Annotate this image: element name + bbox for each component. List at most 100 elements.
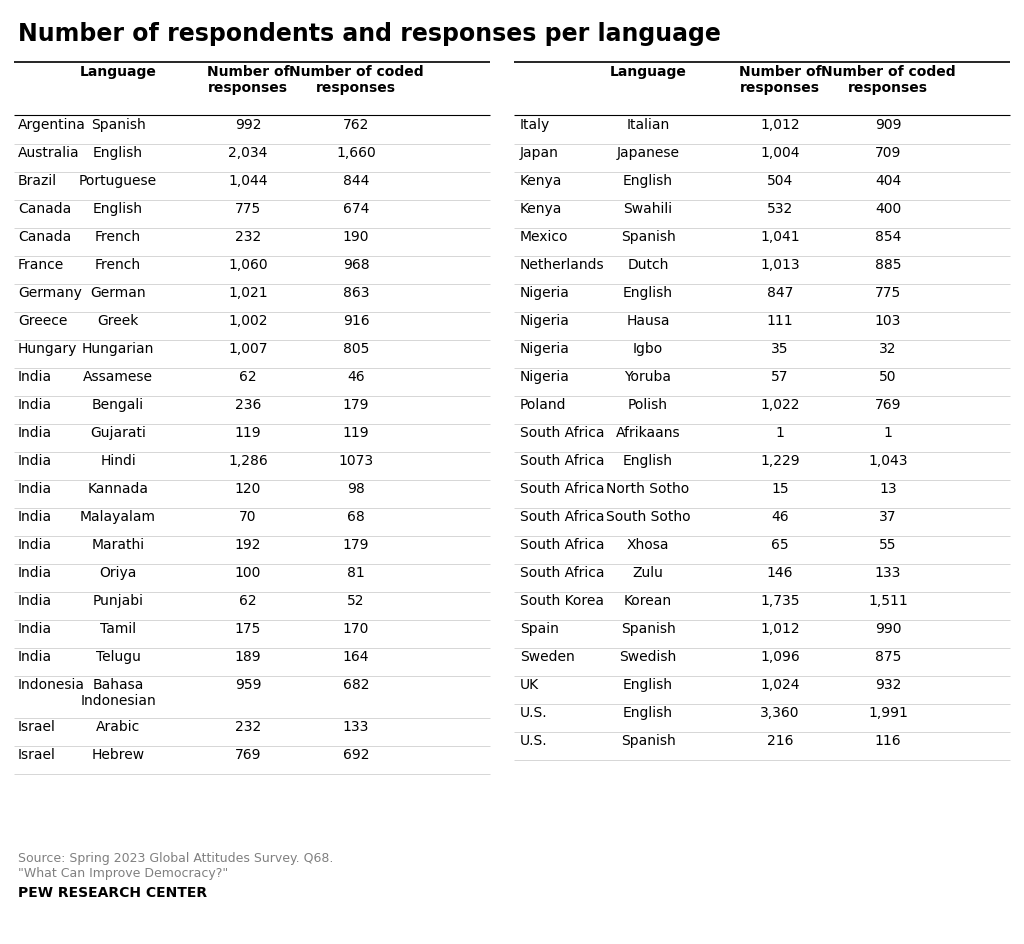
Text: 2,034: 2,034 xyxy=(228,146,267,160)
Text: India: India xyxy=(18,622,52,636)
Text: UK: UK xyxy=(520,678,539,692)
Text: 504: 504 xyxy=(767,174,794,188)
Text: India: India xyxy=(18,482,52,496)
Text: Punjabi: Punjabi xyxy=(92,594,143,608)
Text: Hebrew: Hebrew xyxy=(91,748,144,762)
Text: 1,096: 1,096 xyxy=(760,650,800,664)
Text: 775: 775 xyxy=(234,202,261,216)
Text: 15: 15 xyxy=(771,482,788,496)
Text: Poland: Poland xyxy=(520,398,566,412)
Text: 682: 682 xyxy=(343,678,370,692)
Text: 1,007: 1,007 xyxy=(228,342,267,356)
Text: Nigeria: Nigeria xyxy=(520,286,570,300)
Text: 1,024: 1,024 xyxy=(760,678,800,692)
Text: 674: 674 xyxy=(343,202,370,216)
Text: Gujarati: Gujarati xyxy=(90,426,146,440)
Text: Bahasa
Indonesian: Bahasa Indonesian xyxy=(80,678,156,708)
Text: India: India xyxy=(18,510,52,524)
Text: 46: 46 xyxy=(771,510,788,524)
Text: French: French xyxy=(95,258,141,272)
Text: U.S.: U.S. xyxy=(520,706,548,720)
Text: 3,360: 3,360 xyxy=(760,706,800,720)
Text: 1,013: 1,013 xyxy=(760,258,800,272)
Text: 111: 111 xyxy=(767,314,794,328)
Text: 119: 119 xyxy=(343,426,370,440)
Text: France: France xyxy=(18,258,65,272)
Text: 37: 37 xyxy=(880,510,897,524)
Text: 119: 119 xyxy=(234,426,261,440)
Text: 769: 769 xyxy=(234,748,261,762)
Text: 854: 854 xyxy=(874,230,901,244)
Text: 532: 532 xyxy=(767,202,794,216)
Text: Yoruba: Yoruba xyxy=(625,370,672,384)
Text: 133: 133 xyxy=(874,566,901,580)
Text: Tamil: Tamil xyxy=(100,622,136,636)
Text: 32: 32 xyxy=(880,342,897,356)
Text: 170: 170 xyxy=(343,622,370,636)
Text: Japan: Japan xyxy=(520,146,559,160)
Text: 775: 775 xyxy=(874,286,901,300)
Text: Germany: Germany xyxy=(18,286,82,300)
Text: Israel: Israel xyxy=(18,720,56,734)
Text: Canada: Canada xyxy=(18,202,72,216)
Text: 192: 192 xyxy=(234,538,261,552)
Text: Greece: Greece xyxy=(18,314,68,328)
Text: U.S.: U.S. xyxy=(520,734,548,748)
Text: Spanish: Spanish xyxy=(621,230,676,244)
Text: 1,229: 1,229 xyxy=(760,454,800,468)
Text: Korean: Korean xyxy=(624,594,672,608)
Text: South Sotho: South Sotho xyxy=(605,510,690,524)
Text: 909: 909 xyxy=(874,118,901,132)
Text: 1,044: 1,044 xyxy=(228,174,267,188)
Text: 1,012: 1,012 xyxy=(760,622,800,636)
Text: India: India xyxy=(18,594,52,608)
Text: Canada: Canada xyxy=(18,230,72,244)
Text: Australia: Australia xyxy=(18,146,80,160)
Text: South Africa: South Africa xyxy=(520,566,604,580)
Text: Mexico: Mexico xyxy=(520,230,568,244)
Text: Spanish: Spanish xyxy=(91,118,145,132)
Text: Argentina: Argentina xyxy=(18,118,86,132)
Text: Swahili: Swahili xyxy=(624,202,673,216)
Text: 1,735: 1,735 xyxy=(760,594,800,608)
Text: North Sotho: North Sotho xyxy=(606,482,689,496)
Text: 55: 55 xyxy=(880,538,897,552)
Text: India: India xyxy=(18,538,52,552)
Text: 175: 175 xyxy=(234,622,261,636)
Text: Kannada: Kannada xyxy=(87,482,148,496)
Text: Nigeria: Nigeria xyxy=(520,342,570,356)
Text: Number of
responses: Number of responses xyxy=(738,65,821,95)
Text: 692: 692 xyxy=(343,748,370,762)
Text: 1,004: 1,004 xyxy=(760,146,800,160)
Text: 990: 990 xyxy=(874,622,901,636)
Text: Polish: Polish xyxy=(628,398,668,412)
Text: 1,991: 1,991 xyxy=(868,706,908,720)
Text: 81: 81 xyxy=(347,566,365,580)
Text: Kenya: Kenya xyxy=(520,202,562,216)
Text: 1: 1 xyxy=(775,426,784,440)
Text: Spain: Spain xyxy=(520,622,559,636)
Text: English: English xyxy=(623,678,673,692)
Text: 216: 216 xyxy=(767,734,794,748)
Text: Xhosa: Xhosa xyxy=(627,538,670,552)
Text: Kenya: Kenya xyxy=(520,174,562,188)
Text: 120: 120 xyxy=(234,482,261,496)
Text: India: India xyxy=(18,454,52,468)
Text: 1,002: 1,002 xyxy=(228,314,267,328)
Text: 1: 1 xyxy=(884,426,893,440)
Text: 1,060: 1,060 xyxy=(228,258,268,272)
Text: 35: 35 xyxy=(771,342,788,356)
Text: English: English xyxy=(623,286,673,300)
Text: Arabic: Arabic xyxy=(96,720,140,734)
Text: 1,043: 1,043 xyxy=(868,454,907,468)
Text: Italy: Italy xyxy=(520,118,550,132)
Text: Number of respondents and responses per language: Number of respondents and responses per … xyxy=(18,22,721,46)
Text: Israel: Israel xyxy=(18,748,56,762)
Text: Netherlands: Netherlands xyxy=(520,258,604,272)
Text: English: English xyxy=(623,454,673,468)
Text: 65: 65 xyxy=(771,538,788,552)
Text: South Africa: South Africa xyxy=(520,426,604,440)
Text: 762: 762 xyxy=(343,118,370,132)
Text: 709: 709 xyxy=(874,146,901,160)
Text: Hausa: Hausa xyxy=(627,314,670,328)
